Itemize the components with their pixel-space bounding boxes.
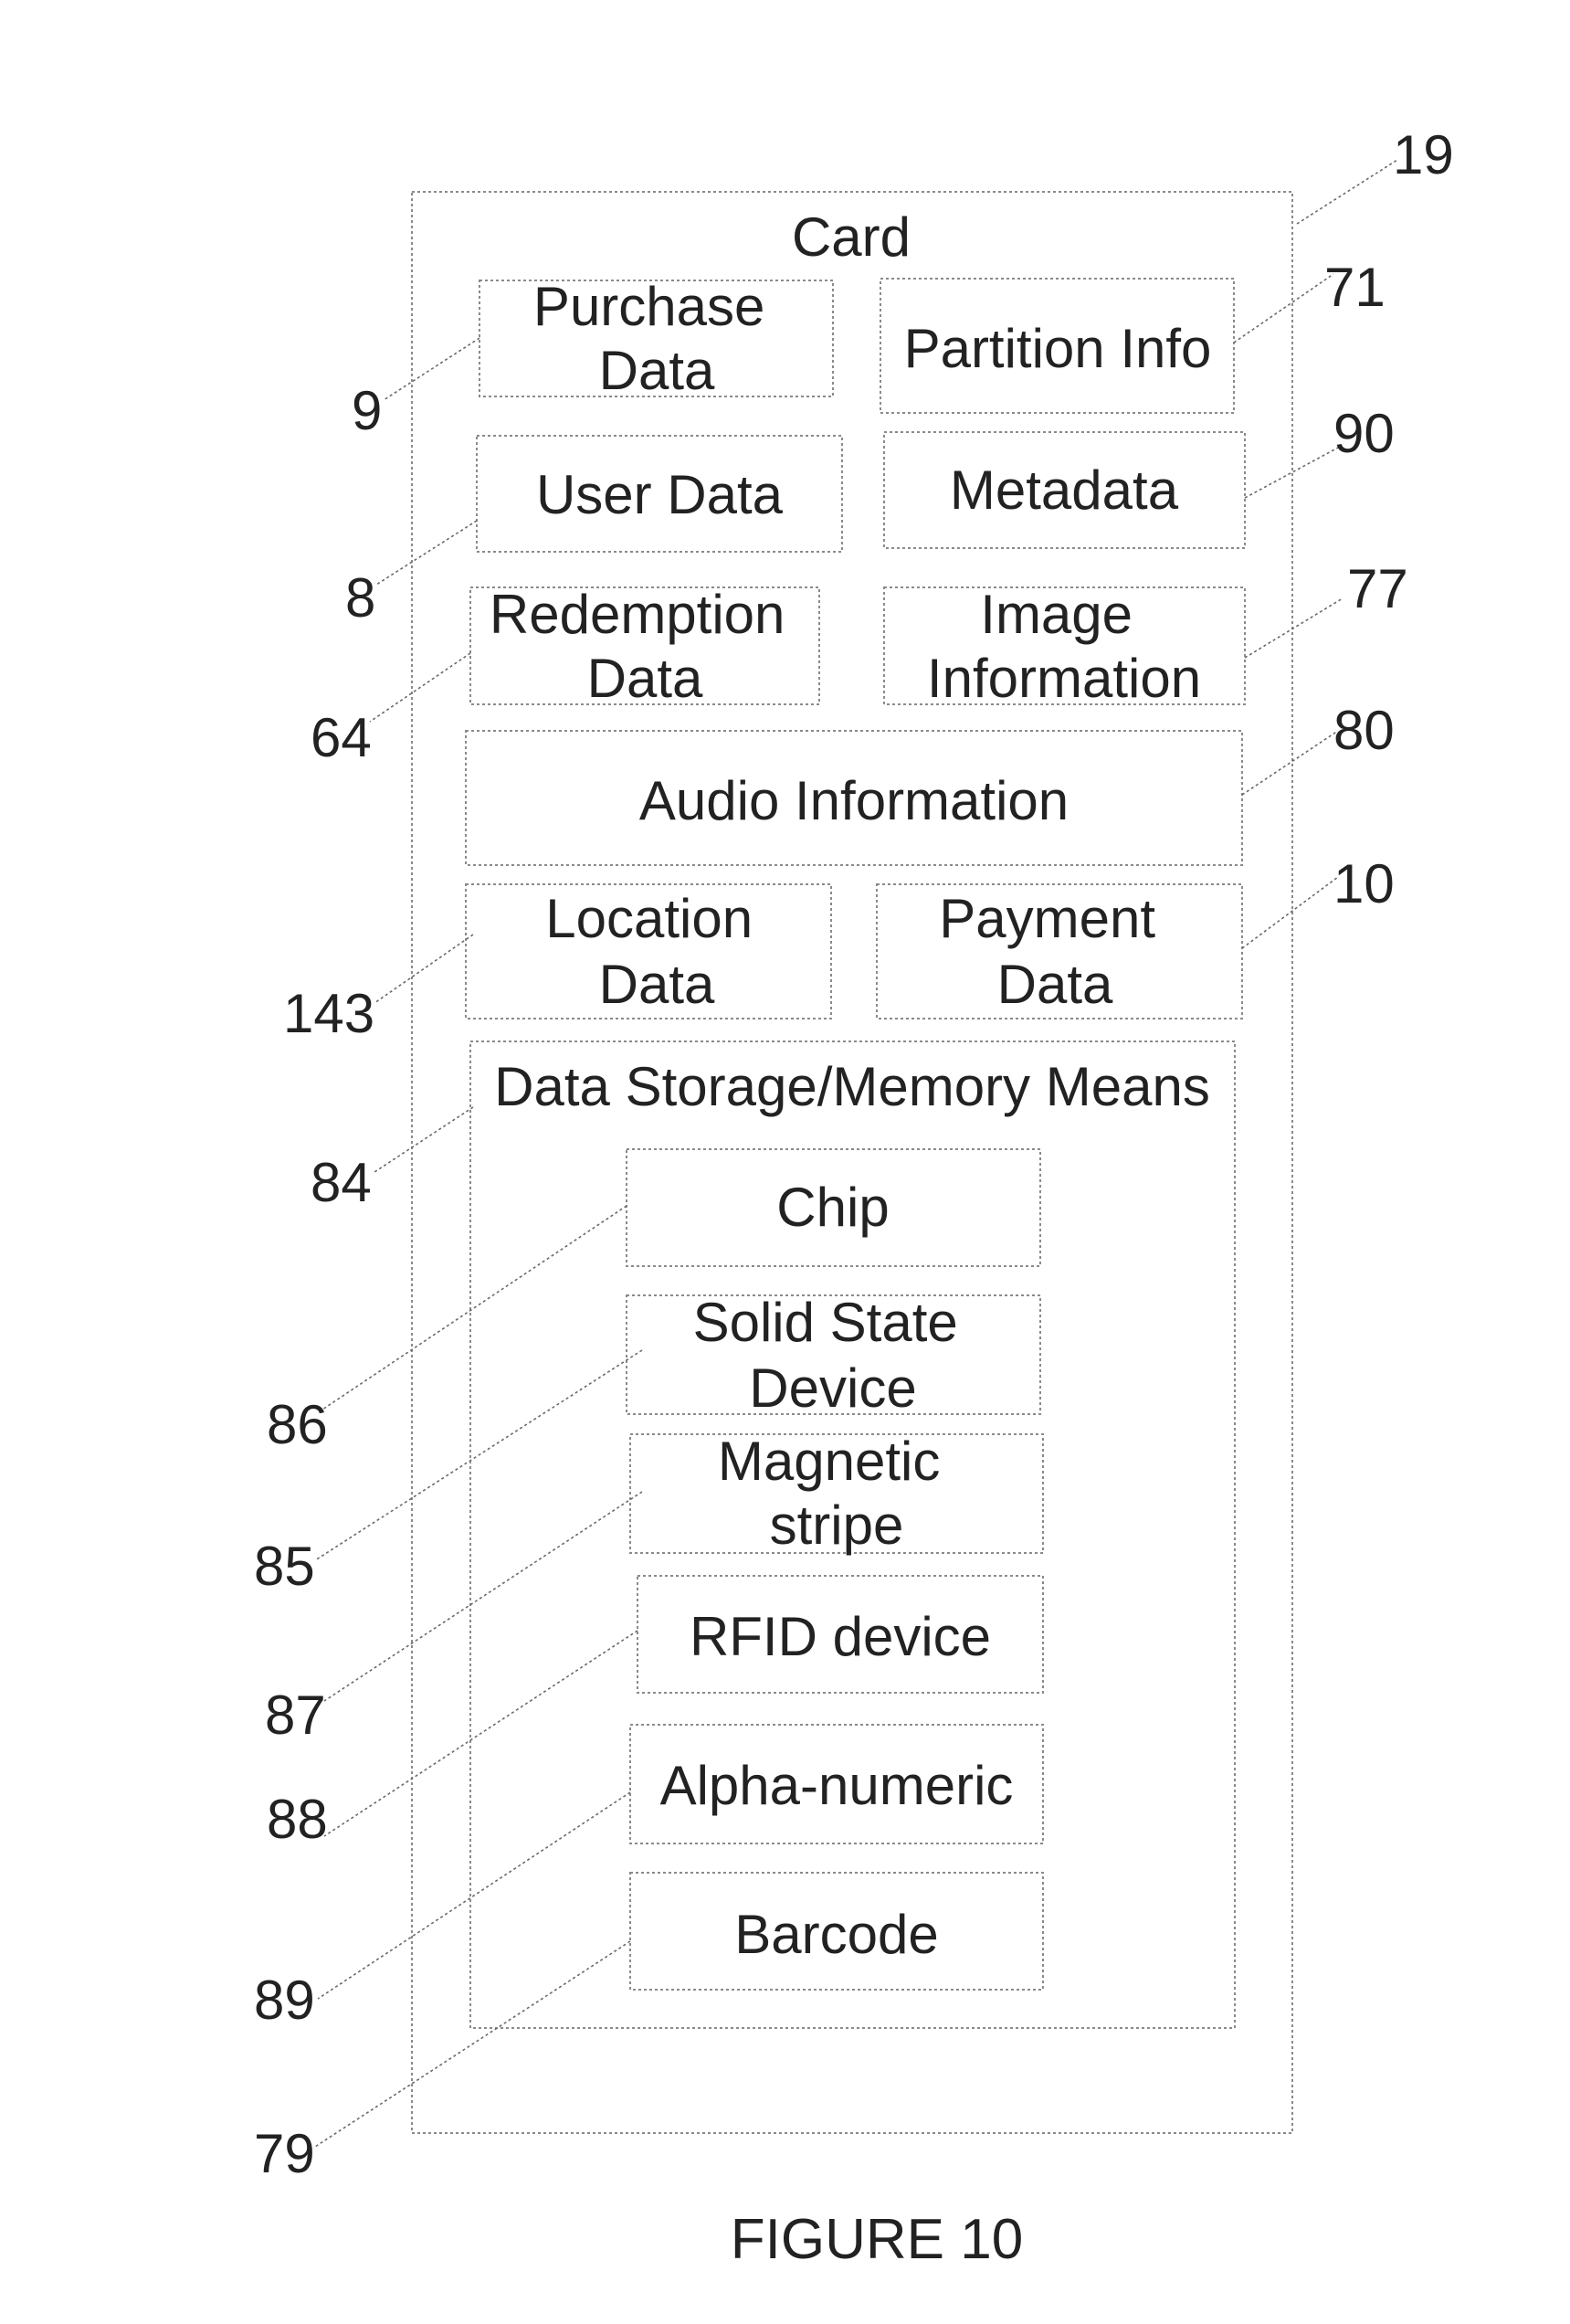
ref-storage: 84 [311, 1152, 372, 1213]
magnetic-stripe-line-2: stripe [770, 1495, 904, 1556]
rfid-device-label: RFID device [690, 1606, 991, 1667]
redemption-data-leader-line [370, 653, 470, 722]
purchase-data-line-2: Data [599, 340, 715, 401]
redemption-data-line-2: Data [587, 648, 703, 709]
image-information-line-1: Image [980, 584, 1133, 645]
solid-state-device-line-2: Device [749, 1357, 916, 1419]
rfid-device-leader-line [324, 1631, 637, 1836]
payment-data-line-1: Payment [939, 888, 1155, 949]
ref-rfid-device: 88 [267, 1789, 328, 1850]
user-data-label: User Data [536, 464, 784, 525]
ref-alpha-numeric: 89 [254, 1970, 315, 2031]
barcode-leader-line [315, 1941, 630, 2147]
figure-caption: FIGURE 10 [731, 2208, 1023, 2271]
user-data-leader-line [376, 521, 477, 585]
partition-info-label: Partition Info [904, 318, 1212, 379]
chip-leader-line [320, 1206, 627, 1411]
chip-label: Chip [776, 1177, 889, 1238]
partition-info-leader-line [1234, 274, 1333, 343]
solid-state-device-leader-line [315, 1350, 642, 1560]
payment-data-line-2: Data [997, 954, 1113, 1015]
image-information-line-2: Information [927, 648, 1201, 709]
audio-information-label: Audio Information [639, 770, 1069, 831]
ref-metadata: 90 [1333, 403, 1395, 464]
redemption-data-line-1: Redemption [490, 584, 785, 645]
ref-purchase-data: 9 [352, 380, 382, 441]
card-leader-line [1297, 160, 1397, 224]
ref-redemption-data: 64 [311, 707, 372, 768]
payment-data-leader-line [1242, 877, 1338, 948]
ref-audio-information: 80 [1333, 700, 1395, 761]
ref-location-data: 143 [283, 983, 374, 1044]
audio-information-leader-line [1242, 731, 1338, 795]
location-data-leader-line [374, 935, 473, 1003]
magnetic-stripe-leader-line [324, 1492, 642, 1701]
ref-payment-data: 10 [1333, 853, 1395, 914]
metadata-label: Metadata [950, 460, 1179, 521]
alpha-numeric-label: Alpha-numeric [660, 1755, 1014, 1816]
magnetic-stripe-line-1: Magnetic [718, 1431, 940, 1492]
location-data-line-1: Location [545, 888, 753, 949]
barcode-label: Barcode [734, 1904, 938, 1965]
ref-partition-info: 71 [1324, 257, 1386, 318]
image-information-leader-line [1245, 598, 1343, 658]
alpha-numeric-leader-line [318, 1792, 630, 1999]
ref-card: 19 [1393, 124, 1454, 185]
ref-chip: 86 [267, 1394, 328, 1455]
storage-leader-line [374, 1107, 473, 1172]
purchase-data-leader-line [384, 338, 479, 400]
card-title: Card [792, 206, 911, 268]
purchase-data-line-1: Purchase [533, 276, 764, 337]
location-data-line-2: Data [599, 954, 715, 1015]
solid-state-device-line-1: Solid State [693, 1292, 958, 1353]
ref-magnetic-stripe: 87 [265, 1685, 326, 1746]
ref-image-information: 77 [1347, 558, 1408, 619]
storage-title: Data Storage/Memory Means [494, 1056, 1210, 1117]
ref-user-data: 8 [345, 567, 375, 629]
ref-solid-state-device: 85 [254, 1536, 315, 1597]
ref-barcode: 79 [254, 2123, 315, 2184]
